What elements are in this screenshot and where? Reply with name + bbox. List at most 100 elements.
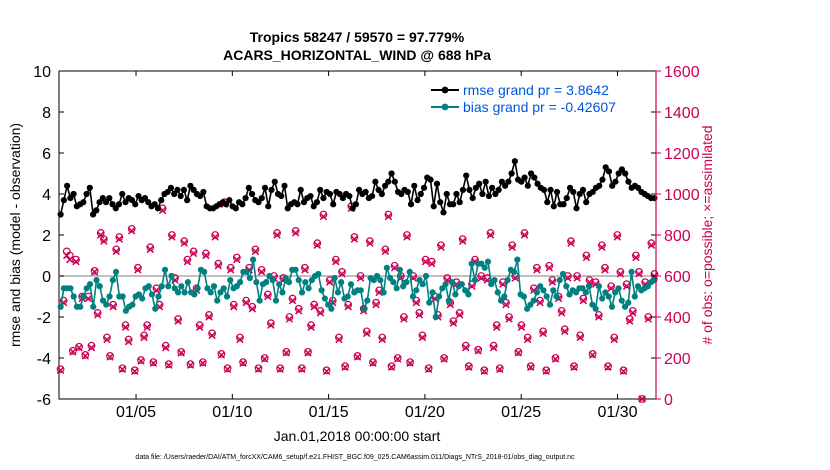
bias-point: [165, 283, 172, 290]
bias-point: [227, 277, 234, 284]
obs-assimilated-marker: [131, 367, 139, 376]
obs-possible-marker: [399, 313, 408, 321]
obs-assimilated-stroke: [403, 233, 411, 241]
bias-point: [161, 266, 169, 273]
obs-possible-marker: [276, 364, 285, 373]
obs-assimilated-marker: [264, 292, 272, 301]
obs-assimilated-marker: [588, 351, 597, 359]
obs-assimilated-stroke: [619, 367, 628, 376]
obs-assimilated-stroke: [174, 317, 182, 325]
bias-point: [383, 264, 390, 271]
bias-point: [96, 283, 103, 290]
obs-assimilated-marker: [384, 212, 393, 221]
obs-assimilated-stroke: [595, 313, 603, 321]
obs-possible-marker: [149, 358, 158, 367]
obs-assimilated-stroke: [415, 311, 424, 319]
x-axis-label: Jan.01,2018 00:00:00 start: [274, 428, 441, 444]
obs-assimilated-stroke: [474, 347, 482, 355]
rmse-point: [599, 176, 606, 183]
chart-subtitle: ACARS_HORIZONTAL_WIND @ 688 hPa: [223, 47, 491, 63]
obs-assimilated-stroke: [421, 257, 430, 266]
obs-assimilated-marker: [242, 298, 250, 307]
rmse-point: [184, 197, 191, 204]
obs-possible-marker: [285, 313, 294, 321]
obs-possible-marker: [322, 366, 331, 375]
obs-possible-marker: [443, 274, 452, 282]
bias-point: [302, 279, 309, 286]
obs-assimilated-stroke: [310, 303, 318, 311]
obs-assimilated-marker: [288, 296, 297, 305]
obs-possible-marker: [440, 354, 449, 362]
bias-point: [442, 281, 449, 288]
obs-assimilated-marker: [100, 237, 108, 245]
obs-possible-marker: [514, 347, 523, 356]
obs-possible-marker: [635, 268, 643, 276]
obs-assimilated-stroke: [158, 206, 167, 215]
obs-possible-marker: [505, 313, 513, 321]
obs-assimilated-marker: [307, 323, 315, 331]
obs-assimilated-marker: [412, 298, 421, 307]
obs-possible-marker: [356, 272, 365, 280]
obs-possible-marker: [526, 362, 535, 371]
rmse-point: [294, 201, 301, 208]
obs-possible-marker: [631, 251, 640, 260]
obs-possible-marker: [180, 237, 189, 246]
rmse-point: [115, 201, 123, 208]
bias-point: [269, 277, 276, 284]
obs-possible-marker: [607, 282, 616, 291]
obs-assimilated-marker: [146, 245, 154, 254]
obs-assimilated-stroke: [242, 298, 250, 307]
rmse-point: [553, 188, 561, 196]
obs-possible-marker: [183, 255, 192, 264]
bias-point: [112, 268, 120, 275]
obs-assimilated-stroke: [143, 323, 151, 331]
obs-possible-marker: [424, 364, 433, 373]
obs-assimilated-stroke: [458, 237, 467, 245]
obs-assimilated-marker: [335, 335, 343, 344]
obs-possible-marker: [96, 229, 105, 237]
obs-assimilated-stroke: [610, 335, 618, 344]
obs-possible-marker: [297, 364, 306, 373]
x-axis: 01/05 01/10 01/15 01/20 01/25 01/30: [116, 71, 638, 421]
obs-assimilated-stroke: [97, 231, 105, 239]
obs-possible-marker: [573, 272, 582, 280]
obs-possible-marker: [613, 231, 622, 239]
obs-possible-marker: [115, 233, 124, 241]
rmse-point: [391, 178, 398, 185]
obs-possible-marker: [601, 263, 609, 272]
obs-assimilated-stroke: [254, 365, 263, 374]
obs-possible-marker: [316, 306, 325, 315]
obs-possible-marker: [133, 263, 142, 272]
obs-possible-marker: [415, 309, 424, 317]
rmse-point: [232, 205, 239, 212]
bias-point: [360, 305, 368, 312]
obs-possible-marker: [567, 237, 575, 246]
obs-assimilated-marker: [319, 212, 328, 221]
bias-point: [145, 283, 152, 290]
obs-possible-marker: [403, 231, 411, 239]
obs-possible-marker: [198, 358, 207, 367]
rmse-point: [180, 186, 188, 193]
obs-possible-marker: [570, 362, 578, 371]
bias-point: [338, 279, 345, 286]
obs-possible-marker: [557, 306, 566, 315]
obs-assimilated-stroke: [236, 335, 244, 344]
x-tick-label: 01/30: [597, 404, 637, 421]
obs-assimilated-marker: [381, 247, 390, 256]
obs-assimilated-stroke: [180, 239, 189, 247]
obs-possible-marker: [87, 341, 96, 350]
obs-assimilated-stroke: [375, 288, 383, 297]
rmse-point: [560, 201, 567, 208]
obs-assimilated-stroke: [257, 268, 266, 276]
obs-assimilated-marker: [561, 327, 569, 336]
obs-possible-marker: [109, 300, 118, 309]
obs-possible-marker: [177, 347, 186, 356]
obs-assimilated-stroke: [233, 255, 241, 264]
obs-assimilated-marker: [474, 347, 482, 355]
obs-assimilated-stroke: [561, 327, 569, 336]
obs-assimilated-marker: [604, 363, 612, 371]
obs-assimilated-stroke: [381, 247, 390, 256]
obs-assimilated-stroke: [542, 367, 550, 376]
obs-assimilated-stroke: [106, 353, 114, 361]
obs-assimilated-marker: [183, 257, 192, 266]
